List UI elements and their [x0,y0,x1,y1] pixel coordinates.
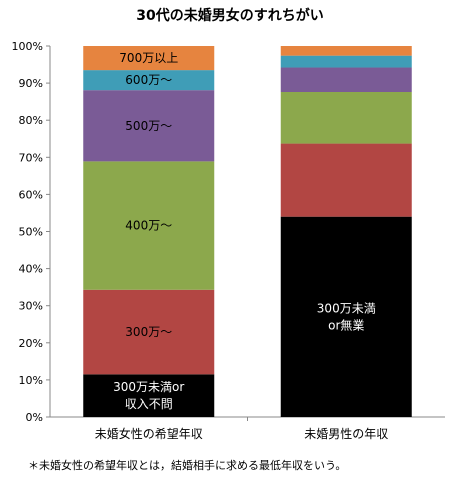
y-tick-label: 70% [19,151,43,164]
bar-segment-s400 [280,92,412,144]
data-label: 400万〜 [125,219,172,233]
footnote: ＊未婚女性の希望年収とは，結婚相手に求める最低年収をいう。 [28,458,346,472]
data-label: 300万未満 or無業 [317,301,376,332]
y-tick-label: 100% [12,40,43,53]
data-label: 300万未満or 収入不問 [113,380,184,411]
y-tick-label: 0% [26,411,43,424]
bar-segment-s500 [280,67,412,93]
bars [83,46,412,417]
data-label: 300万〜 [125,325,172,339]
data-label: 500万〜 [125,119,172,133]
y-tick-label: 20% [19,337,43,350]
bar-segment-s300under [280,216,412,417]
data-label: 700万以上 [119,51,178,65]
y-tick-label: 10% [19,374,43,387]
axes: 0% 10% 20% 30% 40% 50% 60% 70% 80% 90% 100% 未婚女性の希望… [12,40,445,441]
bar-segment-s600 [280,55,412,68]
y-tick-label: 50% [19,226,43,239]
bar-segment-s600 [83,70,215,91]
category-label: 未婚男性の年収 [304,427,388,441]
bar-segment-s300under [83,374,215,417]
category-label: 未婚女性の希望年収 [95,426,203,441]
bar-segment-s700 [280,46,412,56]
bar-segment-s500 [83,90,215,162]
bar-segment-s700 [83,46,215,71]
chart-title: 30代の未婚男女のすれちがい [136,7,323,24]
y-tick-label: 90% [19,77,43,90]
bar-segment-s300 [280,143,412,217]
y-tick-label: 60% [19,188,43,201]
y-tick-label: 40% [19,263,43,276]
bar-segment-s300 [83,289,215,375]
segment-labels: 300万未満or 収入不問 300万〜 400万〜 500万〜 600万〜 700万以上 30… [113,51,376,411]
y-tick-label: 30% [19,300,43,313]
data-label: 600万〜 [125,73,172,87]
y-tick-label: 80% [19,114,43,127]
bar-segment-s400 [83,161,215,290]
